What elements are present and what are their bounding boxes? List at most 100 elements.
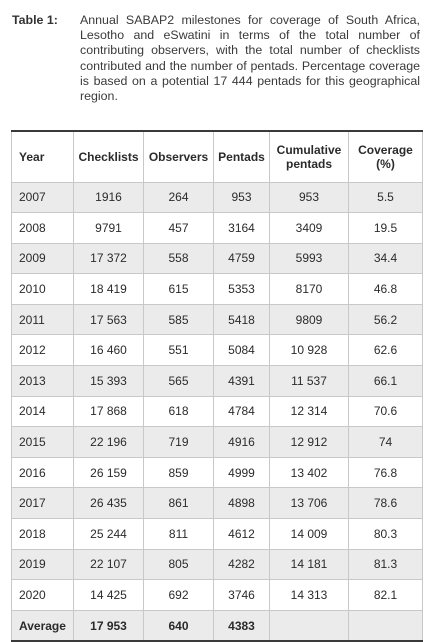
cell-coverage: 81.3: [348, 548, 423, 581]
average-checklists: 17 953: [73, 609, 144, 642]
cell-observers: 859: [143, 456, 214, 489]
cell-observers: 811: [143, 518, 214, 550]
header-row: Year Checklists Observers Pentads Cumula…: [11, 130, 423, 183]
cell-observers: 264: [143, 181, 214, 214]
cell-pentads: 4898: [213, 487, 270, 520]
cell-pentads: 3164: [213, 212, 270, 244]
cell-year: 2009: [11, 242, 74, 275]
cell-year: 2008: [11, 212, 74, 244]
cell-cumulative-pentads: 10 928: [269, 334, 349, 367]
table-row: 2007 1916 264 953 953 5.5: [11, 181, 423, 214]
cell-year: 2015: [11, 426, 74, 458]
cell-checklists: 22 107: [73, 548, 144, 581]
cell-pentads: 3746: [213, 579, 270, 611]
average-cumulative-pentads: [269, 609, 349, 642]
cell-cumulative-pentads: 8170: [269, 273, 349, 305]
table-row: 2012 16 460 551 5084 10 928 62.6: [11, 334, 423, 367]
cell-cumulative-pentads: 14 009: [269, 518, 349, 550]
cell-pentads: 5353: [213, 273, 270, 305]
header-checklists: Checklists: [73, 130, 144, 183]
cell-observers: 618: [143, 395, 214, 428]
cell-year: 2011: [11, 303, 74, 336]
cell-cumulative-pentads: 12 912: [269, 426, 349, 458]
cell-coverage: 74: [348, 426, 423, 458]
cell-checklists: 17 372: [73, 242, 144, 275]
cell-pentads: 4282: [213, 548, 270, 581]
milestones-table: Year Checklists Observers Pentads Cumula…: [11, 130, 423, 642]
cell-coverage: 46.8: [348, 273, 423, 305]
table-row: 2011 17 563 585 5418 9809 56.2: [11, 303, 423, 336]
cell-checklists: 26 435: [73, 487, 144, 520]
cell-checklists: 14 425: [73, 579, 144, 611]
cell-observers: 692: [143, 579, 214, 611]
table-row: 2016 26 159 859 4999 13 402 76.8: [11, 456, 423, 489]
cell-year: 2013: [11, 365, 74, 397]
table-row: 2015 22 196 719 4916 12 912 74: [11, 426, 423, 458]
cell-checklists: 16 460: [73, 334, 144, 367]
table-row: 2014 17 868 618 4784 12 314 70.6: [11, 395, 423, 428]
cell-pentads: 4759: [213, 242, 270, 275]
cell-cumulative-pentads: 14 181: [269, 548, 349, 581]
cell-pentads: 4391: [213, 365, 270, 397]
cell-coverage: 80.3: [348, 518, 423, 550]
table-row: 2019 22 107 805 4282 14 181 81.3: [11, 548, 423, 581]
cell-year: 2018: [11, 518, 74, 550]
table-row: 2020 14 425 692 3746 14 313 82.1: [11, 579, 423, 611]
cell-pentads: 4916: [213, 426, 270, 458]
cell-checklists: 17 563: [73, 303, 144, 336]
cell-checklists: 25 244: [73, 518, 144, 550]
cell-coverage: 70.6: [348, 395, 423, 428]
cell-checklists: 26 159: [73, 456, 144, 489]
header-cumulative-pentads: Cumulative pentads: [269, 130, 349, 183]
cell-coverage: 66.1: [348, 365, 423, 397]
cell-checklists: 15 393: [73, 365, 144, 397]
cell-cumulative-pentads: 13 706: [269, 487, 349, 520]
cell-coverage: 78.6: [348, 487, 423, 520]
cell-observers: 551: [143, 334, 214, 367]
header-year: Year: [11, 130, 74, 183]
cell-checklists: 18 419: [73, 273, 144, 305]
average-observers: 640: [143, 609, 214, 642]
table-row: 2009 17 372 558 4759 5993 34.4: [11, 242, 423, 275]
cell-pentads: 4999: [213, 456, 270, 489]
table-row: 2008 9791 457 3164 3409 19.5: [11, 212, 423, 244]
header-observers: Observers: [143, 130, 214, 183]
cell-observers: 719: [143, 426, 214, 458]
table-caption: Table 1: Annual SABAP2 milestones for co…: [12, 13, 420, 104]
average-label: Average: [11, 609, 74, 642]
cell-cumulative-pentads: 11 537: [269, 365, 349, 397]
table-row: 2013 15 393 565 4391 11 537 66.1: [11, 365, 423, 397]
cell-year: 2014: [11, 395, 74, 428]
cell-checklists: 9791: [73, 212, 144, 244]
cell-observers: 805: [143, 548, 214, 581]
cell-pentads: 5418: [213, 303, 270, 336]
cell-observers: 615: [143, 273, 214, 305]
cell-pentads: 4612: [213, 518, 270, 550]
cell-pentads: 4784: [213, 395, 270, 428]
cell-observers: 585: [143, 303, 214, 336]
cell-cumulative-pentads: 14 313: [269, 579, 349, 611]
cell-year: 2016: [11, 456, 74, 489]
header-coverage: Coverage (%): [348, 130, 423, 183]
cell-coverage: 19.5: [348, 212, 423, 244]
cell-cumulative-pentads: 5993: [269, 242, 349, 275]
average-pentads: 4383: [213, 609, 270, 642]
table-row: 2018 25 244 811 4612 14 009 80.3: [11, 518, 423, 550]
cell-coverage: 34.4: [348, 242, 423, 275]
table-row: 2017 26 435 861 4898 13 706 78.6: [11, 487, 423, 520]
cell-year: 2012: [11, 334, 74, 367]
cell-observers: 565: [143, 365, 214, 397]
table-label: Table 1:: [12, 13, 58, 27]
cell-cumulative-pentads: 3409: [269, 212, 349, 244]
cell-year: 2007: [11, 181, 74, 214]
cell-observers: 861: [143, 487, 214, 520]
cell-coverage: 82.1: [348, 579, 423, 611]
cell-coverage: 56.2: [348, 303, 423, 336]
cell-coverage: 62.6: [348, 334, 423, 367]
cell-checklists: 1916: [73, 181, 144, 214]
cell-cumulative-pentads: 953: [269, 181, 349, 214]
cell-cumulative-pentads: 9809: [269, 303, 349, 336]
cell-cumulative-pentads: 12 314: [269, 395, 349, 428]
cell-year: 2019: [11, 548, 74, 581]
header-pentads: Pentads: [213, 130, 270, 183]
